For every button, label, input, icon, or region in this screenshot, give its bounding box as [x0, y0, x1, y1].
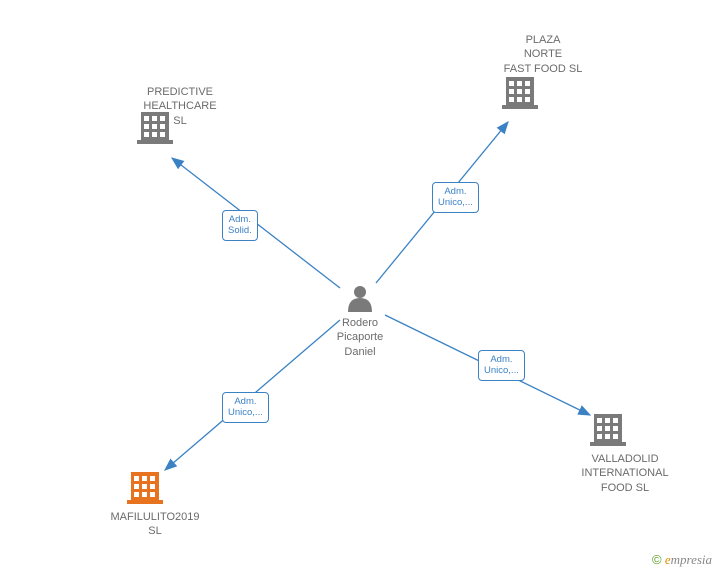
watermark: © empresia [652, 552, 712, 568]
copyright-symbol: © [652, 552, 662, 567]
person-icon [348, 286, 372, 312]
watermark-brand-rest: mpresia [671, 552, 712, 567]
company-node-label: PREDICTIVEHEALTHCARESL [130, 85, 230, 128]
edge-label: Adm.Unico,... [432, 182, 479, 213]
edge-label: Adm.Unico,... [478, 350, 525, 381]
building-icon [590, 414, 626, 446]
building-icon [127, 472, 163, 504]
center-node-label: RoderoPicaporteDaniel [330, 316, 390, 359]
edge-label: Adm.Solid. [222, 210, 258, 241]
building-icon [502, 77, 538, 109]
company-node-label: VALLADOLIDINTERNATIONALFOOD SL [575, 452, 675, 495]
edge-label: Adm.Unico,... [222, 392, 269, 423]
company-node-label: PLAZANORTEFAST FOOD SL [493, 33, 593, 76]
company-node-label: MAFILULITO2019SL [105, 510, 205, 539]
